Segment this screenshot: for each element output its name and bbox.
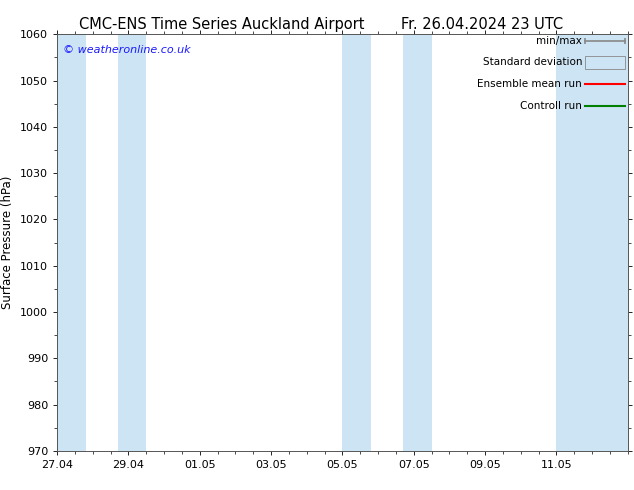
Bar: [403, 34, 432, 451]
Text: Standard deviation: Standard deviation: [482, 57, 582, 67]
Text: CMC-ENS Time Series Auckland Airport: CMC-ENS Time Series Auckland Airport: [79, 17, 365, 32]
Bar: [557, 34, 628, 451]
Bar: [118, 34, 146, 451]
Bar: [57, 34, 86, 451]
Y-axis label: Surface Pressure (hPa): Surface Pressure (hPa): [1, 176, 15, 309]
Text: Ensemble mean run: Ensemble mean run: [477, 79, 582, 89]
Bar: [342, 34, 371, 451]
Text: min/max: min/max: [536, 36, 582, 46]
Text: Fr. 26.04.2024 23 UTC: Fr. 26.04.2024 23 UTC: [401, 17, 563, 32]
Text: © weatheronline.co.uk: © weatheronline.co.uk: [63, 45, 190, 55]
Bar: [585, 55, 625, 69]
Text: Controll run: Controll run: [520, 100, 582, 111]
